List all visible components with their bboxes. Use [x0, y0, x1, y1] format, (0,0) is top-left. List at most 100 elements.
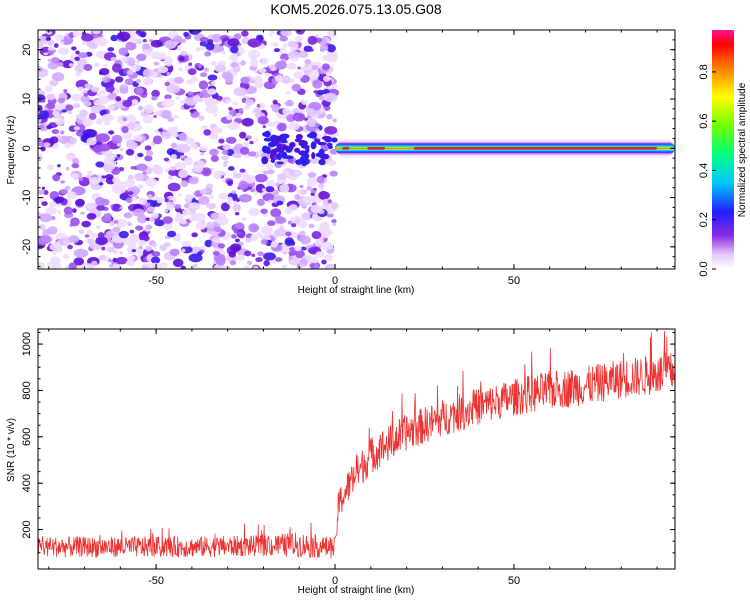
- noise-blob: [122, 100, 133, 108]
- noise-blob: [38, 154, 44, 161]
- transition-blob: [328, 145, 333, 150]
- noise-blob: [172, 35, 183, 44]
- noise-blob: [156, 196, 164, 204]
- noise-blob: [245, 237, 252, 243]
- noise-blob: [268, 199, 273, 204]
- noise-blob: [119, 251, 123, 255]
- noise-blob: [294, 246, 302, 252]
- noise-blob: [317, 89, 325, 96]
- noise-blob: [247, 260, 253, 266]
- noise-blob: [46, 261, 55, 268]
- colorbar-label: Normalized spectral amplitude: [737, 82, 748, 217]
- noise-blob: [267, 220, 276, 227]
- noise-blob: [180, 180, 189, 188]
- noise-blob: [294, 218, 300, 224]
- noise-blob: [197, 251, 203, 256]
- noise-blob: [280, 75, 291, 84]
- noise-blob: [169, 165, 176, 171]
- noise-blob: [95, 117, 103, 125]
- noise-blob: [64, 142, 71, 149]
- noise-blob: [103, 121, 111, 126]
- noise-blob: [225, 98, 232, 104]
- noise-blob: [90, 104, 103, 114]
- noise-blob: [108, 130, 115, 135]
- noise-blob: [151, 251, 161, 257]
- colorbar-tick-label: 0.4: [698, 163, 710, 178]
- noise-blob: [216, 46, 225, 52]
- noise-blob: [327, 30, 337, 38]
- tone-core: [367, 146, 386, 150]
- noise-blob: [144, 155, 153, 162]
- noise-blob: [41, 186, 46, 190]
- transition-blob: [300, 159, 308, 167]
- noise-blob: [181, 240, 192, 247]
- noise-blob: [300, 98, 305, 103]
- noise-blob: [307, 35, 318, 45]
- noise-blob: [106, 246, 115, 253]
- colorbar-gradient: [712, 30, 734, 269]
- noise-blob: [126, 114, 137, 123]
- noise-blob: [135, 60, 141, 64]
- noise-blob: [111, 134, 123, 144]
- noise-blob: [192, 111, 198, 117]
- noise-blob: [275, 74, 284, 83]
- noise-blob: [125, 141, 138, 150]
- noise-blob: [306, 255, 315, 264]
- noise-blob: [46, 164, 55, 170]
- noise-blob: [42, 228, 51, 237]
- noise-blob: [300, 246, 307, 251]
- noise-blob: [180, 265, 186, 269]
- noise-blob: [49, 136, 59, 144]
- noise-blob: [68, 63, 74, 67]
- noise-blob: [143, 104, 155, 114]
- noise-blob: [77, 86, 85, 92]
- noise-blob: [101, 246, 106, 251]
- noise-blob: [166, 71, 171, 76]
- noise-blob: [71, 46, 77, 51]
- noise-blob: [99, 89, 107, 95]
- noise-blob: [138, 239, 147, 246]
- tone-core: [342, 146, 350, 150]
- noise-blob: [219, 43, 224, 47]
- noise-blob: [213, 113, 218, 118]
- noise-blob: [121, 126, 129, 134]
- noise-blob: [107, 93, 118, 100]
- noise-blob: [226, 114, 233, 121]
- noise-blob: [190, 143, 199, 150]
- noise-blob: [122, 131, 133, 140]
- noise-blob: [135, 65, 141, 70]
- noise-blob: [67, 244, 73, 250]
- noise-blob: [154, 219, 165, 227]
- noise-blob: [188, 215, 196, 222]
- noise-blob: [110, 34, 119, 42]
- spectrogram-panel: -50 0 50 -20 -10 0 10 20 Height of straight lin…: [6, 29, 676, 296]
- snr-xtick-label: 50: [508, 575, 520, 587]
- colorbar: 0.0 0.2 0.4 0.6 0.8 Normalized spectral ampl…: [698, 30, 748, 277]
- noise-blob: [269, 30, 275, 34]
- noise-blob: [166, 203, 174, 211]
- noise-blob: [52, 251, 58, 255]
- noise-blob: [161, 110, 172, 120]
- noise-blob: [221, 149, 229, 155]
- noise-blob: [46, 31, 52, 35]
- noise-blob: [286, 62, 297, 70]
- noise-blob: [252, 266, 259, 269]
- noise-blob: [73, 126, 80, 131]
- noise-blob: [114, 76, 124, 83]
- noise-blob: [83, 101, 92, 107]
- noise-blob: [138, 245, 143, 250]
- noise-blob: [125, 260, 134, 267]
- noise-blob: [63, 89, 68, 93]
- noise-blob: [73, 103, 81, 108]
- colorbar-tick-label: 0.2: [698, 212, 710, 227]
- noise-blob: [95, 133, 110, 143]
- noise-blob: [96, 225, 101, 229]
- noise-blob: [238, 107, 244, 113]
- noise-blob: [236, 254, 245, 261]
- noise-blob: [151, 243, 157, 248]
- noise-blob: [122, 117, 128, 122]
- noise-blob: [116, 143, 122, 147]
- noise-blob: [251, 75, 263, 85]
- noise-blob: [321, 191, 331, 200]
- noise-blob: [71, 93, 84, 102]
